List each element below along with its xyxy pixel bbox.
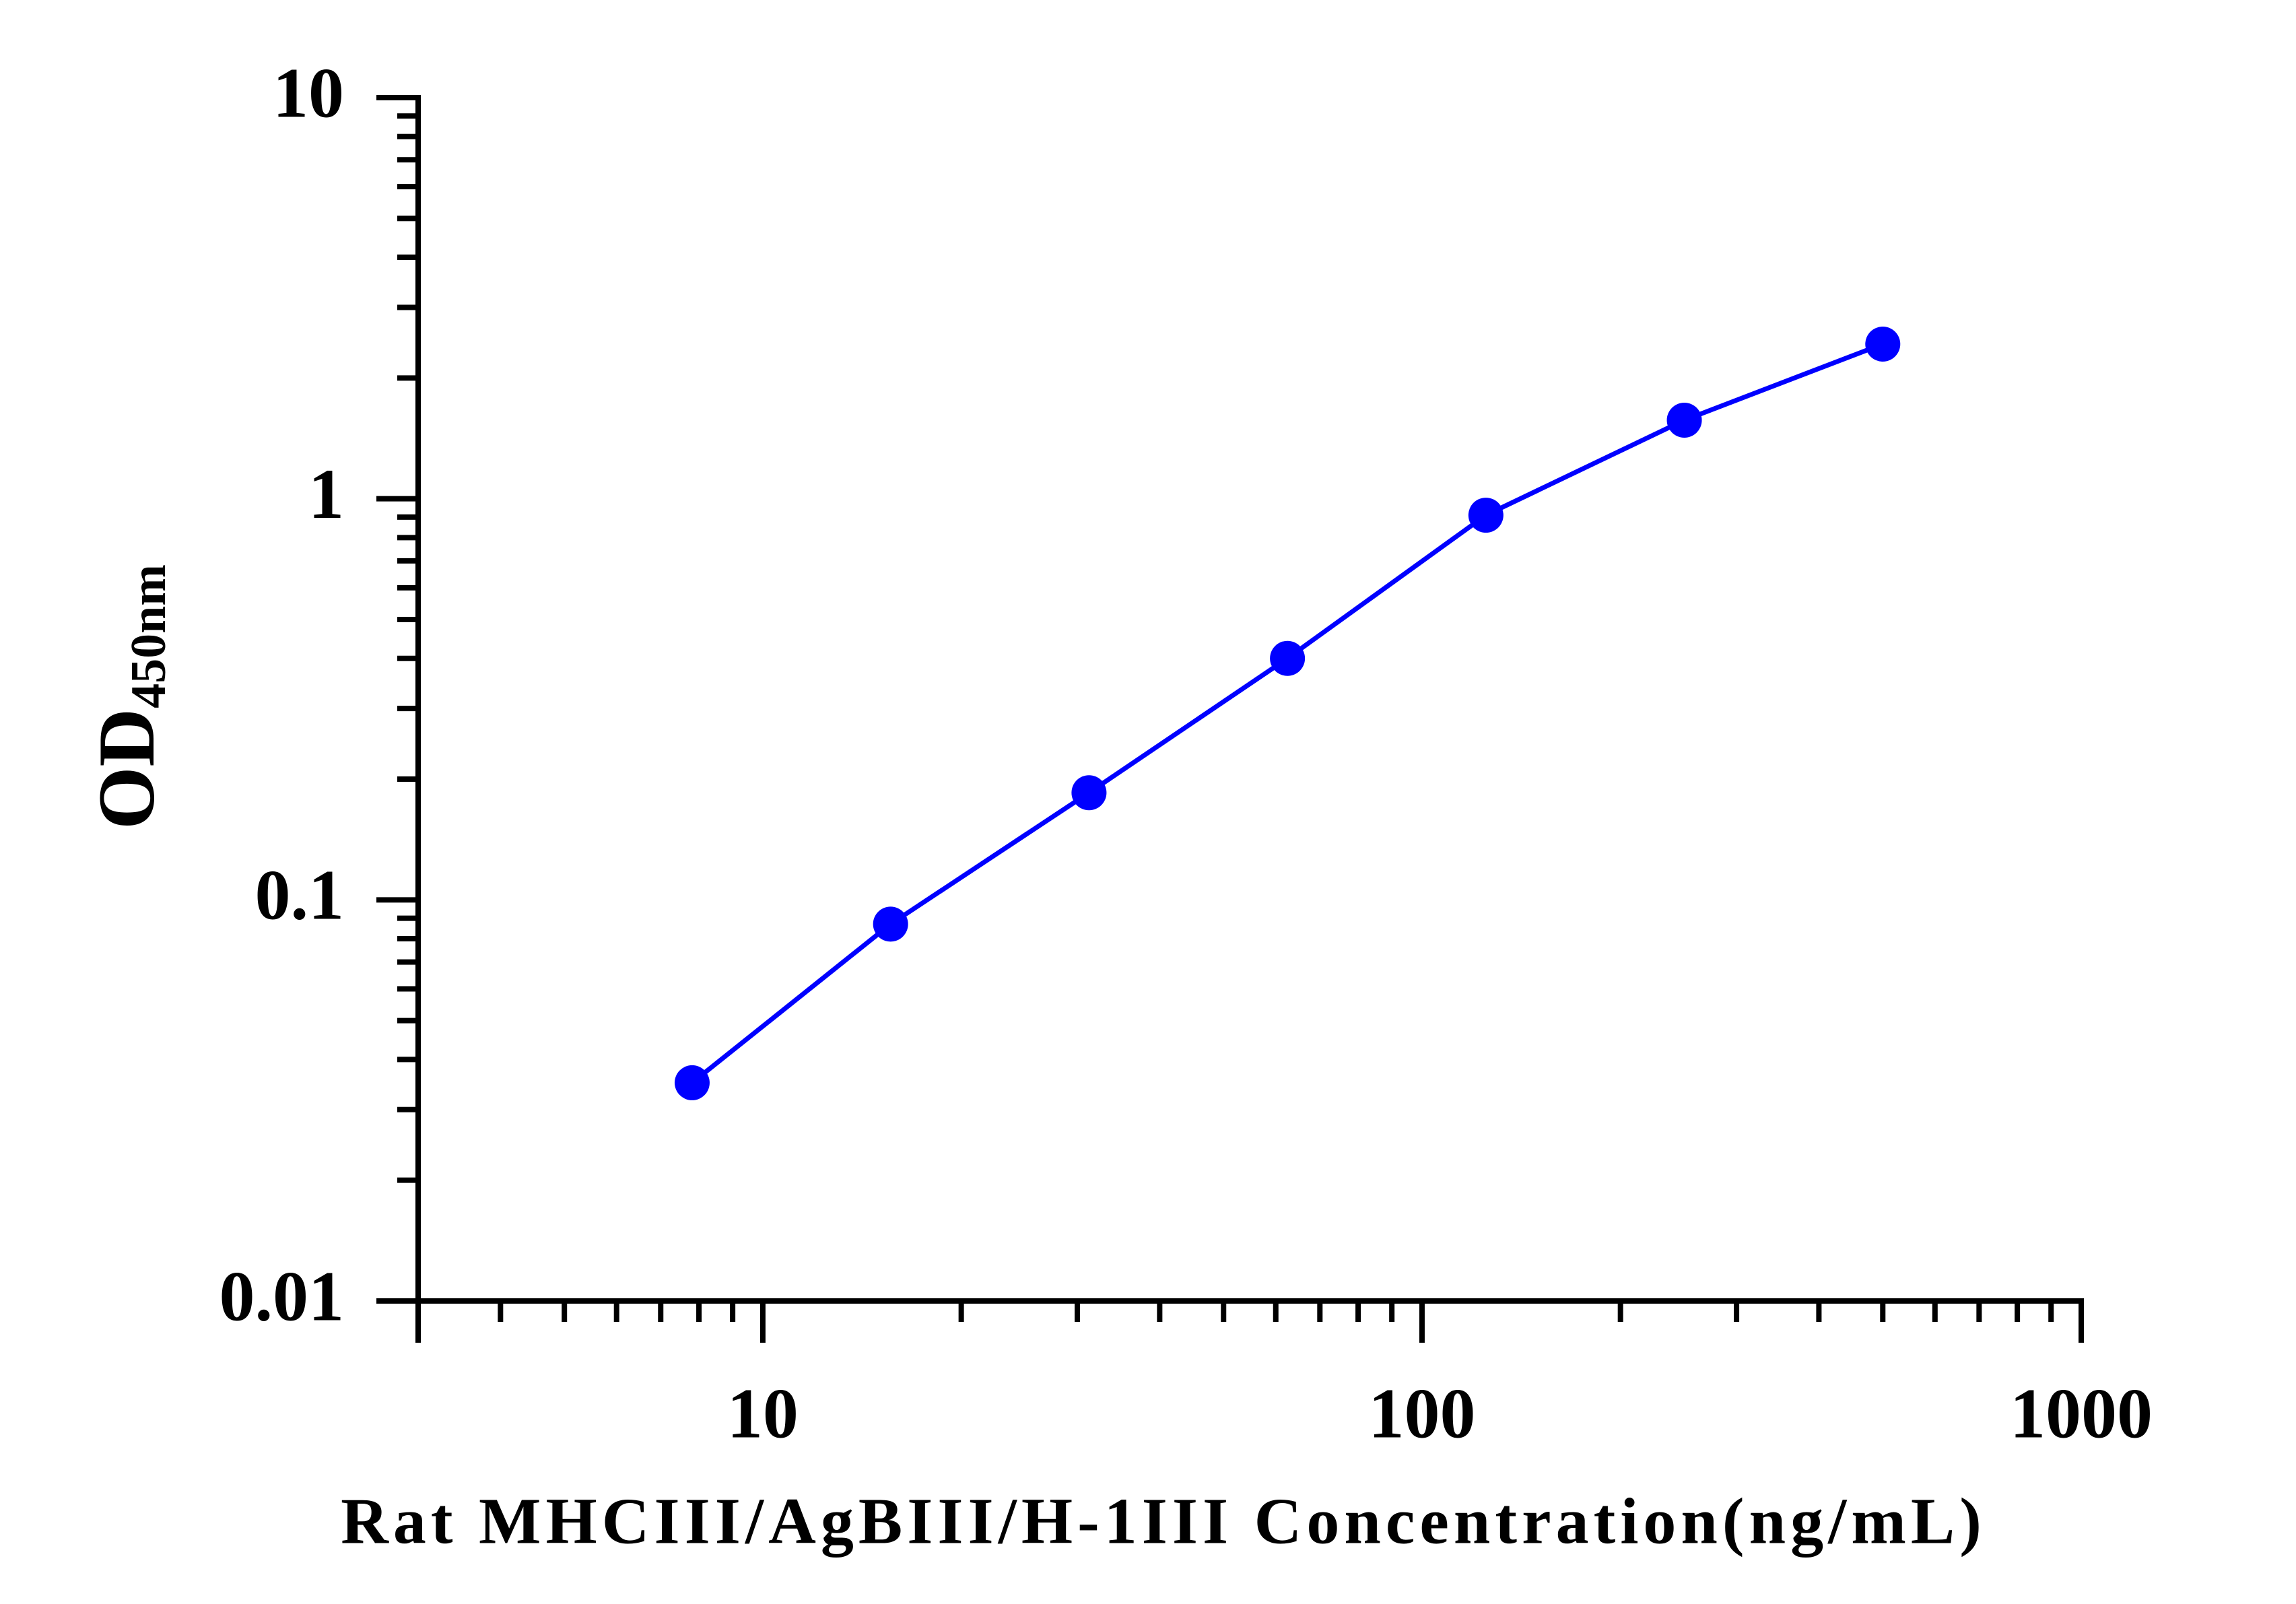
data-point	[674, 1065, 710, 1100]
x-tick-label: 100	[1368, 1374, 1475, 1452]
data-point	[1666, 402, 1702, 438]
data-point	[1468, 498, 1504, 533]
y-tick-label: 0.01	[220, 1257, 345, 1335]
x-axis-label: Rat MHCIII/AgBIII/H-1III Concentration(n…	[341, 1485, 1986, 1558]
y-axis-label-main: OD	[81, 708, 171, 830]
y-tick-label: 0.1	[255, 856, 345, 935]
data-point	[873, 906, 908, 942]
y-axis-label-subscript: 450nm	[121, 564, 176, 708]
x-tick-label: 1000	[2010, 1374, 2153, 1452]
data-point	[1865, 326, 1901, 362]
x-tick-label: 10	[727, 1374, 799, 1452]
y-axis-label: OD450nm	[81, 564, 176, 830]
series-line	[690, 341, 1884, 1085]
y-tick-label: 1	[308, 455, 344, 533]
data-point	[1270, 640, 1306, 676]
y-tick-label: 10	[273, 53, 344, 132]
data-point	[1071, 775, 1107, 811]
